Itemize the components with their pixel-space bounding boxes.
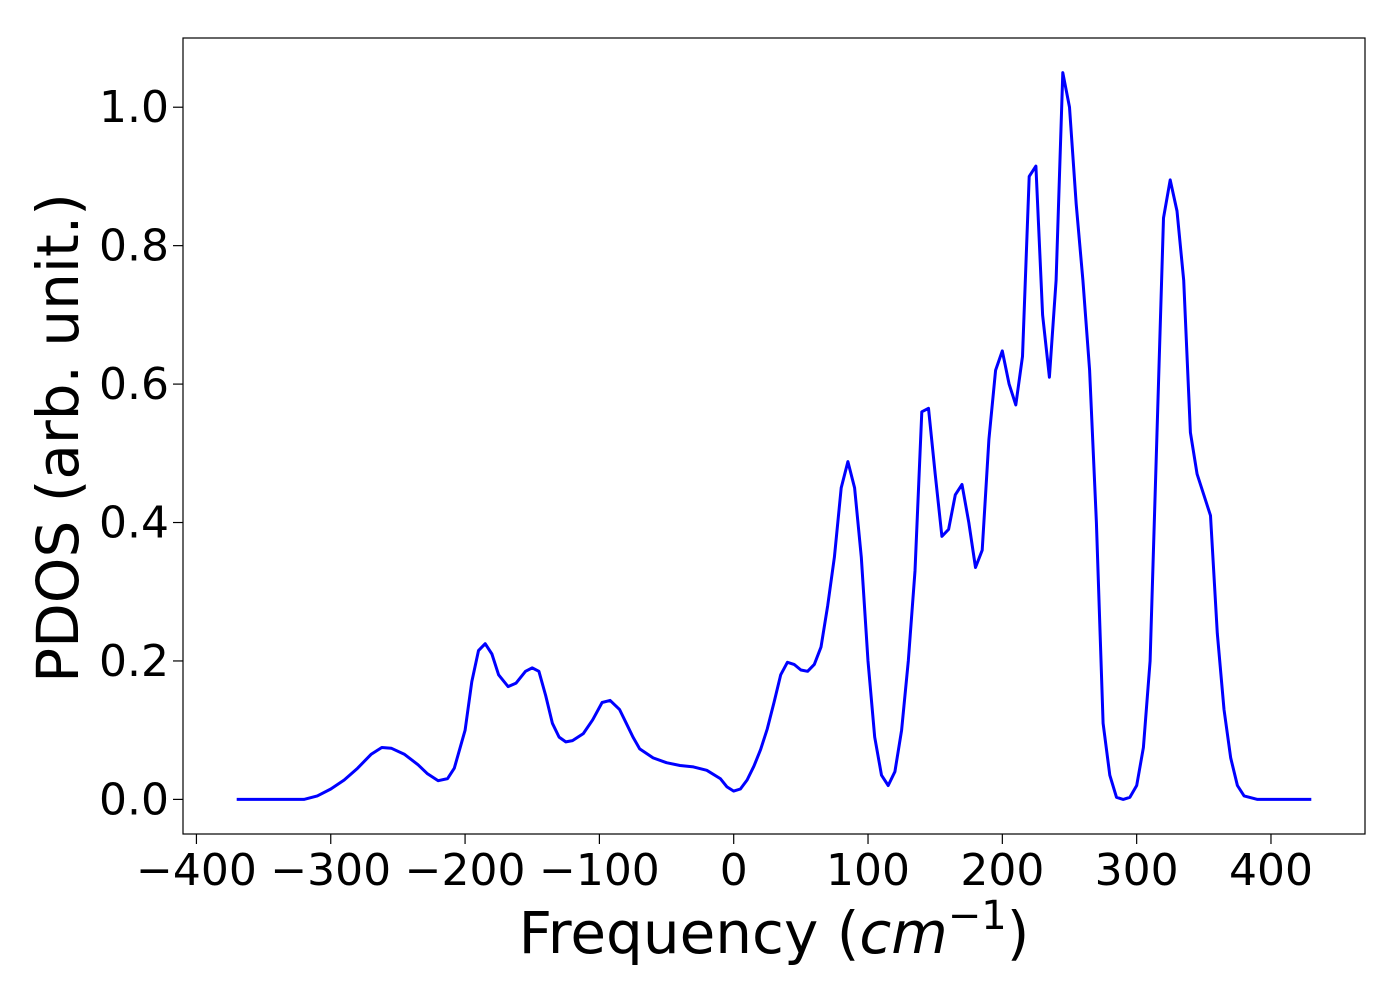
y-axis-label: PDOS (arb. unit.) <box>24 193 92 683</box>
y-tick-label: 0.2 <box>99 636 169 687</box>
x-tick-label: −100 <box>539 845 660 896</box>
x-tick-label: −400 <box>136 845 257 896</box>
y-tick-label: 1.0 <box>99 82 169 133</box>
x-tick-label: 400 <box>1229 845 1313 896</box>
y-tick-label: 0.6 <box>99 359 169 410</box>
x-axis-ticks: −400 −300 −200 −100 0 100 200 300 400 <box>136 834 1313 896</box>
y-tick-label: 0.8 <box>99 221 169 272</box>
x-tick-label: 0 <box>720 845 748 896</box>
plot-frame <box>182 37 1366 835</box>
x-tick-label: 300 <box>1095 845 1179 896</box>
x-tick-label: 200 <box>960 845 1044 896</box>
x-tick-label: −200 <box>405 845 526 896</box>
series-line-pdos <box>236 71 1312 801</box>
x-axis-label: Frequency (cm−1) <box>519 893 1030 967</box>
y-tick-label: 0.0 <box>99 774 169 825</box>
x-tick-label: 100 <box>826 845 910 896</box>
y-axis-ticks: 0.0 0.2 0.4 0.6 0.8 1.0 <box>99 82 183 825</box>
y-tick-label: 0.4 <box>99 498 169 549</box>
x-tick-label: −300 <box>270 845 391 896</box>
